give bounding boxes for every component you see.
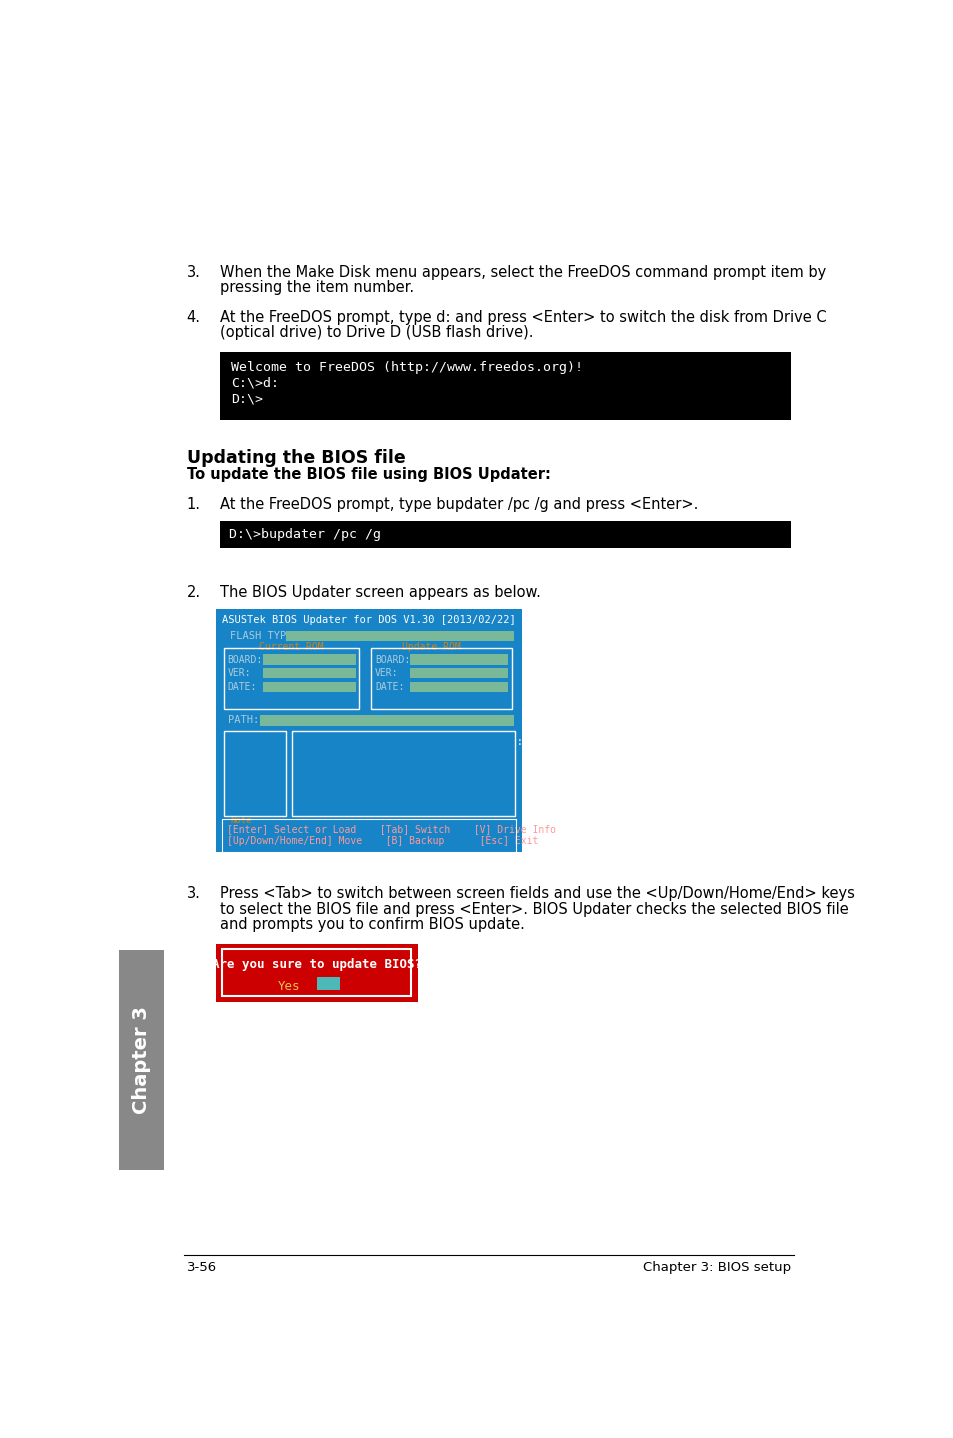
Bar [410,682,508,692]
Text: [Up/Down/Home/End] Move    [B] Backup      [Esc] Exit: [Up/Down/Home/End] Move [B] Backup [Esc]… [227,835,537,846]
Text: BOARD:: BOARD: [375,654,410,664]
Bar [220,352,790,420]
Text: UNKNOWN: UNKNOWN [411,654,452,664]
Bar [262,667,355,679]
Text: UNKNOWN: UNKNOWN [411,682,452,692]
Text: A:: A: [230,736,242,746]
Text: When the Make Disk menu appears, select the FreeDOS command prompt item by: When the Make Disk menu appears, select … [220,265,825,280]
Bar [410,654,508,664]
Text: Welcome to FreeDOS (http://www.freedos.org)!: Welcome to FreeDOS (http://www.freedos.o… [231,361,582,374]
Text: Z87D.CAP   2097152 2013-02-22 17:30:48: Z87D.CAP 2097152 2013-02-22 17:30:48 [298,736,536,746]
Bar [216,610,521,851]
Text: and prompts you to confirm BIOS update.: and prompts you to confirm BIOS update. [220,917,524,932]
Text: Press <Tab> to switch between screen fields and use the <Up/Down/Home/End> keys: Press <Tab> to switch between screen fie… [220,886,854,902]
Bar [371,647,512,709]
Text: 0204: 0204 [264,669,288,679]
Text: DATE:: DATE: [375,682,404,692]
Text: PATH:: PATH: [228,716,258,725]
Bar [286,631,514,641]
Text: D:\>: D:\> [231,393,263,406]
Text: C:\>d:: C:\>d: [231,377,278,390]
Text: The BIOS Updater screen appears as below.: The BIOS Updater screen appears as below… [220,584,540,600]
Bar [224,731,286,815]
Bar [216,945,417,1002]
Text: Update ROM: Update ROM [402,643,460,653]
Text: 3.: 3. [187,886,200,902]
Text: VER:: VER: [228,669,251,679]
Text: 2.: 2. [187,584,200,600]
Text: A:\: A:\ [262,716,281,726]
Bar [262,682,355,692]
Bar [410,667,508,679]
Text: VER:: VER: [375,669,398,679]
Text: 1.: 1. [187,496,200,512]
Text: Chapter 3: Chapter 3 [132,1007,152,1114]
Bar [224,647,359,709]
Text: D:\>bupdater /pc /g: D:\>bupdater /pc /g [229,528,381,541]
Text: Current ROM: Current ROM [258,643,323,653]
Text: ASUSTek BIOS Updater for DOS V1.30 [2013/02/22]: ASUSTek BIOS Updater for DOS V1.30 [2013… [222,615,516,626]
Text: [Enter] Select or Load    [Tab] Switch    [V] Drive Info: [Enter] Select or Load [Tab] Switch [V] … [227,824,556,834]
Bar [316,978,340,989]
Text: to select the BIOS file and press <Enter>. BIOS Updater checks the selected BIOS: to select the BIOS file and press <Enter… [220,902,848,917]
Text: DATE:: DATE: [228,682,257,692]
Text: At the FreeDOS prompt, type d: and press <Enter> to switch the disk from Drive C: At the FreeDOS prompt, type d: and press… [220,309,825,325]
Text: UNKNOWN: UNKNOWN [411,669,452,679]
Text: Note: Note [230,815,252,824]
Text: Are you sure to update BIOS?: Are you sure to update BIOS? [212,958,421,971]
Bar [222,820,516,851]
Text: To update the BIOS file using BIOS Updater:: To update the BIOS file using BIOS Updat… [187,467,550,483]
Bar [220,522,790,548]
Text: 3-56: 3-56 [187,1261,216,1274]
Text: No: No [320,979,335,992]
Text: At the FreeDOS prompt, type bupdater /pc /g and press <Enter>.: At the FreeDOS prompt, type bupdater /pc… [220,496,698,512]
Bar [119,951,164,1169]
Text: Chapter 3: BIOS setup: Chapter 3: BIOS setup [642,1261,790,1274]
Text: SABERTOOTH Z87: SABERTOOTH Z87 [264,654,346,664]
Text: Yes: Yes [278,979,300,992]
Text: Updating the BIOS file: Updating the BIOS file [187,449,405,467]
Text: 4.: 4. [187,309,200,325]
Bar [262,654,355,664]
Bar [292,731,514,815]
Text: pressing the item number.: pressing the item number. [220,280,414,295]
Text: FLASH TYPE:: FLASH TYPE: [230,631,298,641]
Text: 3.: 3. [187,265,200,280]
Text: (optical drive) to Drive D (USB flash drive).: (optical drive) to Drive D (USB flash dr… [220,325,533,339]
Text: BOARD:: BOARD: [228,654,263,664]
Text: 01/01/2012: 01/01/2012 [264,682,322,692]
Text: MX1C 25L1065A: MX1C 25L1065A [288,631,369,641]
Bar [260,716,514,726]
Bar [222,949,411,997]
